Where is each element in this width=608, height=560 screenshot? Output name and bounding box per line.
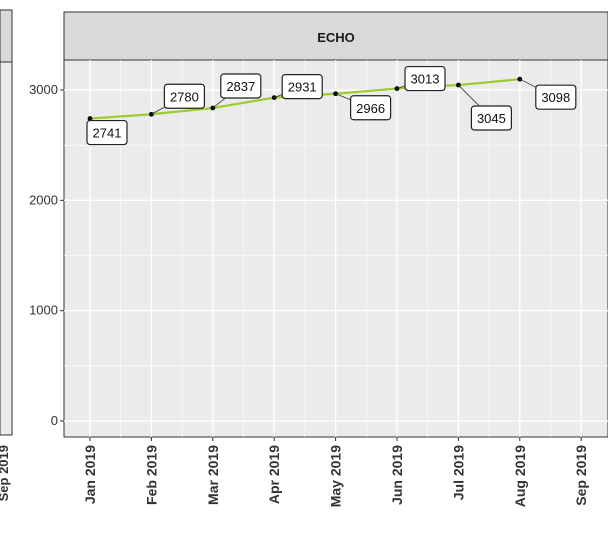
facet-strip bbox=[63, 11, 608, 61]
data-labels: 2741 2780 2837 2931 2966 3013 3045 3098 bbox=[86, 65, 577, 146]
left-facet-panel bbox=[0, 61, 13, 436]
y-tick-label: 1000 bbox=[29, 303, 58, 318]
data-label: 3013 bbox=[411, 72, 440, 87]
x-tick-label: Mar 2019 bbox=[205, 445, 221, 505]
data-label-box bbox=[86, 119, 128, 146]
x-tick-label: May 2019 bbox=[328, 445, 344, 507]
data-label: 2966 bbox=[356, 101, 385, 116]
data-label-box bbox=[535, 84, 577, 110]
y-tick-label: 2000 bbox=[29, 192, 58, 207]
x-tick-label: Jun 2019 bbox=[389, 445, 405, 505]
data-label: 2931 bbox=[288, 80, 317, 95]
data-label-box bbox=[404, 65, 446, 92]
data-label: 2780 bbox=[170, 89, 199, 104]
y-tick-label: 3000 bbox=[29, 82, 58, 97]
left-facet-strip bbox=[0, 9, 13, 63]
y-axis: 0 1000 2000 3000 bbox=[29, 82, 64, 428]
x-axis: Jan 2019 Feb 2019 Mar 2019 Apr 2019 May 2019… bbox=[82, 437, 589, 507]
data-label-box bbox=[470, 105, 512, 131]
data-point bbox=[517, 76, 523, 82]
data-label-box bbox=[281, 74, 323, 100]
data-label: 3045 bbox=[477, 111, 506, 126]
data-label-box bbox=[220, 73, 262, 99]
x-tick-label: Aug 2019 bbox=[512, 445, 528, 507]
data-label-box bbox=[350, 95, 392, 121]
data-label: 2741 bbox=[93, 126, 122, 141]
data-label: 3098 bbox=[541, 90, 570, 105]
x-tick-label: Feb 2019 bbox=[143, 445, 159, 505]
data-label: 2837 bbox=[226, 79, 255, 94]
facet-title: ECHO bbox=[317, 30, 355, 45]
x-tick-label: Jul 2019 bbox=[450, 445, 466, 500]
x-tick-label: Jan 2019 bbox=[82, 445, 98, 504]
gridlines bbox=[64, 60, 608, 437]
y-tick-label: 0 bbox=[51, 413, 58, 428]
x-tick-label: Apr 2019 bbox=[266, 445, 282, 504]
data-label-box bbox=[163, 83, 205, 109]
x-tick-label: Sep 2019 bbox=[573, 445, 589, 506]
left-facet-x-tick-label: Sep 2019 bbox=[0, 445, 11, 501]
